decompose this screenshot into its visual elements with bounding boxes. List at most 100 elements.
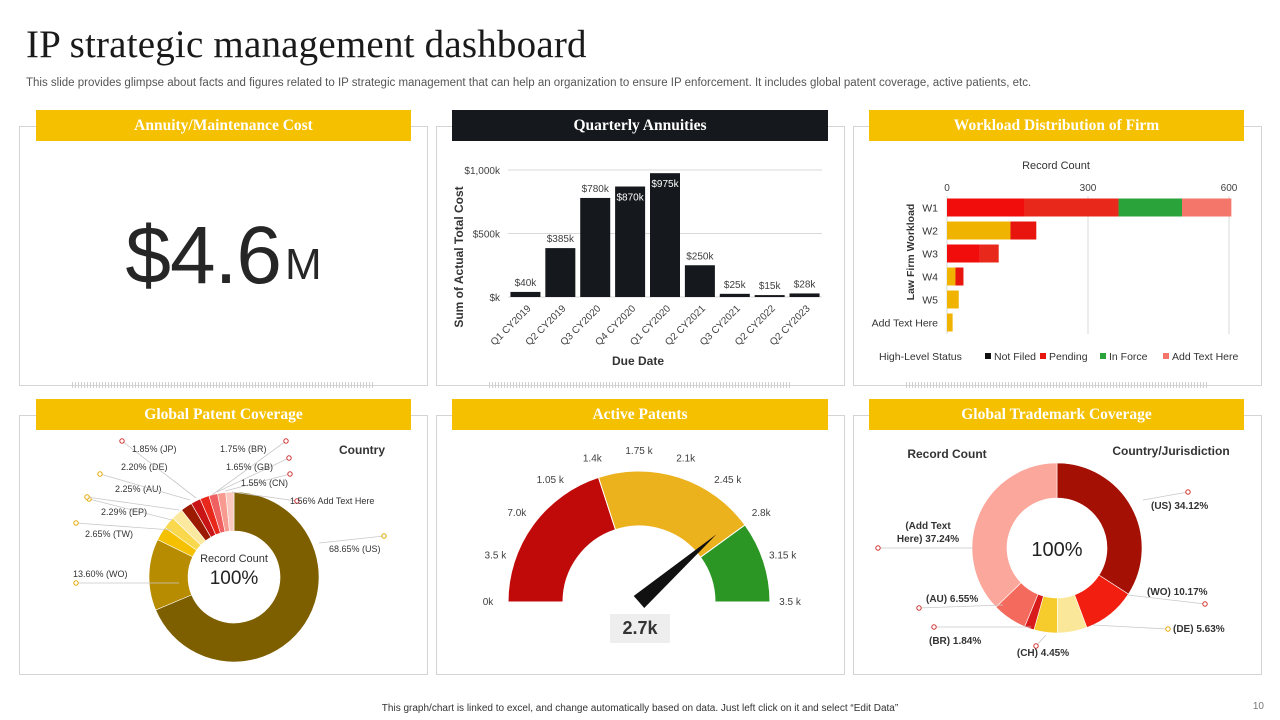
legend-swatch — [985, 353, 991, 359]
donut-slice — [155, 491, 320, 663]
x-tick-label: 600 — [1221, 183, 1238, 194]
callout-dot — [381, 533, 387, 539]
quarterly-header: Quarterly Annuities — [452, 110, 828, 141]
slice-label: (WO) 10.17% — [1147, 587, 1208, 598]
callout-line — [211, 440, 287, 496]
legend-swatch — [1040, 353, 1046, 359]
callout-dot — [286, 455, 292, 461]
slice-label: 1.55% (CN) — [241, 478, 288, 488]
bar-segment — [979, 244, 999, 263]
bar-value-label: $870k — [616, 193, 644, 204]
callout-dot — [931, 624, 937, 630]
slice-label: Here) 37.24% — [897, 534, 959, 545]
active-gauge-chart: 0k 3.5 k 7.0k 1.05 k 1.4k 1.75 k 2.1k 2.45 k 2.8… — [483, 446, 802, 609]
bar-value-label: $15k — [759, 281, 782, 292]
bar — [580, 197, 611, 297]
patent-donut-chart: Country Record Count 100% 68.65% (US) 13.60%… — [73, 438, 387, 663]
y-tick-label: Add Text Here — [872, 318, 939, 330]
callout-line — [121, 440, 197, 499]
legend-swatch — [1163, 353, 1169, 359]
y-tick-label: W5 — [922, 295, 938, 307]
callout-line — [75, 522, 173, 531]
bar-value-label: $25k — [724, 280, 747, 291]
gauge-tick-label: 3.5 k — [485, 550, 508, 561]
gauge-tick-label: 2.8k — [752, 508, 772, 519]
bar-value-label: $40k — [515, 278, 538, 289]
callout-line — [318, 535, 385, 544]
gauge-tick-label: 2.1k — [676, 453, 696, 464]
bar-segment — [1024, 198, 1119, 217]
slice-label: (US) 34.12% — [1151, 501, 1208, 512]
x-axis-title: Due Date — [612, 354, 664, 368]
y-tick-label: W3 — [922, 249, 938, 261]
legend-title: Country — [339, 443, 385, 457]
gauge-tick-label: 3.15 k — [769, 550, 797, 561]
donut-slice — [1056, 462, 1143, 595]
slice-label: (BR) 1.84% — [929, 636, 981, 647]
y-tick-label: W2 — [922, 226, 938, 238]
gauge-needle — [633, 534, 717, 609]
callout-dot — [73, 520, 79, 526]
bar-segment — [947, 221, 1011, 240]
gauge-tick-label: 1.05 k — [537, 475, 565, 486]
bar-segment — [947, 244, 980, 263]
slice-label: 2.20% (DE) — [121, 462, 168, 472]
gauge-band — [699, 524, 771, 603]
legend-title: Country/Jurisdiction — [1112, 444, 1229, 458]
legend-label: Pending — [1049, 351, 1088, 363]
callout-dot — [1185, 489, 1191, 495]
callout-dot — [287, 471, 293, 477]
slice-label: 2.25% (AU) — [115, 484, 162, 494]
slice-label: (Add Text — [905, 521, 951, 532]
callout-line — [918, 604, 1004, 609]
callout-dot — [1165, 626, 1171, 632]
donut-slice — [225, 491, 235, 532]
legend-swatch — [1100, 353, 1106, 359]
callout-dot — [73, 580, 79, 586]
slice-label: 2.65% (TW) — [85, 529, 133, 539]
bar — [719, 293, 750, 297]
x-tick-label: 0 — [944, 183, 950, 194]
slice-label: 1.85% (JP) — [132, 444, 177, 454]
callout-line — [1142, 491, 1189, 501]
bar-segment — [1010, 221, 1037, 240]
workload-header: Workload Distribution of Firm — [869, 110, 1244, 141]
footer-note: This graph/chart is linked to excel, and… — [381, 703, 899, 714]
callout-dot — [916, 605, 922, 611]
annuity-header: Annuity/Maintenance Cost — [36, 110, 411, 141]
annuity-panel — [19, 126, 428, 388]
slice-label: 68.65% (US) — [329, 544, 381, 554]
y-tick-label: W1 — [922, 203, 938, 215]
donut-center-label: Record Count — [200, 553, 268, 565]
bar — [650, 173, 680, 297]
y-tick-label: $500k — [473, 230, 501, 241]
bar — [615, 186, 646, 297]
page-title: IP strategic management dashboard — [26, 23, 587, 66]
active-header: Active Patents — [452, 399, 828, 430]
gauge-tick-label: 1.75 k — [625, 446, 653, 457]
y-tick-label: $1,000k — [464, 166, 501, 177]
gauge-tick-label: 2.45 k — [714, 475, 742, 486]
gauge-tick-label: 7.0k — [507, 508, 527, 519]
callout-dot — [283, 438, 289, 444]
page-number: 10 — [1252, 701, 1264, 712]
callout-dot — [1202, 601, 1208, 607]
bar-segment — [1182, 198, 1232, 217]
callout-line — [88, 498, 173, 521]
donut-center-value: 100% — [210, 568, 259, 589]
gauge-tick-label: 3.5 k — [779, 597, 802, 608]
legend-title: High-Level Status — [879, 351, 962, 363]
bar — [510, 291, 541, 297]
y-tick-label: $k — [489, 293, 501, 304]
legend-label: Not Filed — [994, 351, 1036, 363]
slice-label: 1.65% (GB) — [226, 462, 273, 472]
legend-label: In Force — [1109, 351, 1148, 363]
bar-segment — [1118, 198, 1182, 217]
annuity-kpi: $4.6 M — [20, 126, 427, 386]
slice-label: 1.75% (BR) — [220, 444, 267, 454]
callout-line — [1127, 594, 1206, 605]
bar-value-label: $28k — [794, 279, 817, 290]
legend-label: Add Text Here — [1172, 351, 1239, 363]
bar-segment — [947, 290, 959, 309]
bar — [545, 248, 576, 297]
